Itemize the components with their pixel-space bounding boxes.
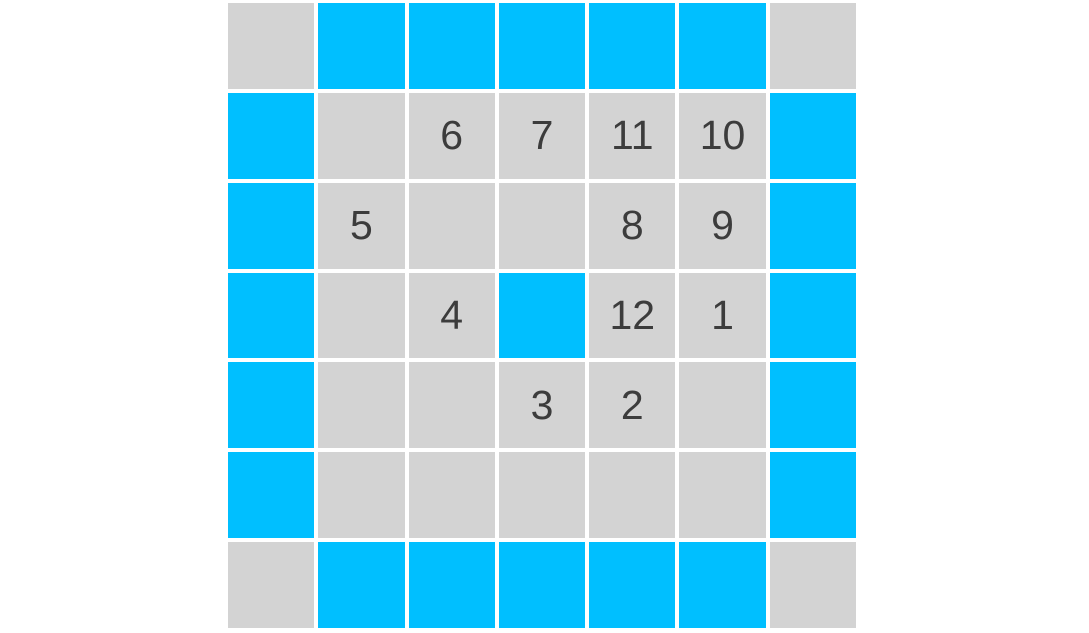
empty-tile-r5-c5[interactable]	[679, 452, 766, 539]
clue-tile-9[interactable]: 9	[679, 182, 766, 269]
empty-tile-r5-c1[interactable]	[318, 452, 405, 539]
empty-tile-r4-c2[interactable]	[408, 362, 495, 449]
clue-tile-10[interactable]: 10	[679, 92, 766, 179]
blue-tile-r4-c0[interactable]	[228, 362, 315, 449]
blue-tile-r3-c3[interactable]	[498, 272, 586, 359]
blue-tile-r5-c0[interactable]	[228, 452, 315, 539]
clue-number: 3	[530, 381, 554, 428]
clue-number: 11	[611, 112, 654, 159]
clue-tile-4[interactable]: 4	[408, 272, 495, 359]
empty-tile-r0-c6[interactable]	[769, 3, 856, 89]
empty-tile-r3-c1[interactable]	[318, 272, 405, 359]
clue-number: 10	[699, 112, 746, 159]
blue-tile-r4-c6[interactable]	[769, 362, 856, 449]
clue-number: 8	[620, 202, 644, 249]
blue-tile-r6-c4[interactable]	[589, 542, 676, 628]
clue-number: 4	[440, 291, 464, 338]
blue-tile-r1-c6[interactable]	[769, 92, 856, 179]
blue-tile-r5-c6[interactable]	[769, 452, 856, 539]
blue-tile-r0-c4[interactable]	[589, 3, 676, 89]
clue-tile-6[interactable]: 6	[408, 92, 495, 179]
clue-tile-11[interactable]: 11	[589, 92, 676, 179]
clue-tile-2[interactable]: 2	[589, 362, 676, 449]
clue-number: 5	[350, 202, 373, 249]
empty-tile-r5-c2[interactable]	[408, 452, 495, 539]
clue-number: 12	[609, 291, 656, 338]
blue-tile-r6-c5[interactable]	[679, 542, 766, 628]
blue-tile-r1-c0[interactable]	[228, 92, 315, 179]
empty-tile-r1-c1[interactable]	[318, 92, 405, 179]
empty-tile-r2-c3[interactable]	[498, 182, 586, 269]
empty-tile-r0-c0[interactable]	[228, 3, 315, 89]
empty-tile-r4-c5[interactable]	[679, 362, 766, 449]
clue-number: 6	[440, 112, 464, 159]
blue-tile-r3-c0[interactable]	[228, 272, 315, 359]
clue-tile-12[interactable]: 12	[589, 272, 676, 359]
clue-number: 9	[711, 202, 734, 249]
clue-number: 1	[711, 291, 734, 338]
blue-tile-r2-c6[interactable]	[769, 182, 856, 269]
empty-tile-r6-c6[interactable]	[769, 542, 856, 628]
clue-tile-3[interactable]: 3	[498, 362, 586, 449]
blue-tile-r3-c6[interactable]	[769, 272, 856, 359]
empty-tile-r2-c2[interactable]	[408, 182, 495, 269]
puzzle-board: 6 7 11 10 5 8 9 4 12 1 3 2	[228, 3, 856, 628]
empty-tile-r4-c1[interactable]	[318, 362, 405, 449]
clue-number: 2	[620, 381, 644, 428]
blue-tile-r6-c3[interactable]	[498, 542, 586, 628]
clue-tile-5[interactable]: 5	[318, 182, 405, 269]
blue-tile-r0-c2[interactable]	[408, 3, 495, 89]
blue-tile-r0-c1[interactable]	[318, 3, 405, 89]
empty-tile-r5-c4[interactable]	[589, 452, 676, 539]
empty-tile-r5-c3[interactable]	[498, 452, 586, 539]
blue-tile-r2-c0[interactable]	[228, 182, 315, 269]
clue-tile-1[interactable]: 1	[679, 272, 766, 359]
blue-tile-r0-c5[interactable]	[679, 3, 766, 89]
clue-number: 7	[530, 112, 554, 159]
blue-tile-r6-c1[interactable]	[318, 542, 405, 628]
clue-tile-7[interactable]: 7	[498, 92, 586, 179]
blue-tile-r0-c3[interactable]	[498, 3, 586, 89]
blue-tile-r6-c2[interactable]	[408, 542, 495, 628]
clue-tile-8[interactable]: 8	[589, 182, 676, 269]
empty-tile-r6-c0[interactable]	[228, 542, 315, 628]
